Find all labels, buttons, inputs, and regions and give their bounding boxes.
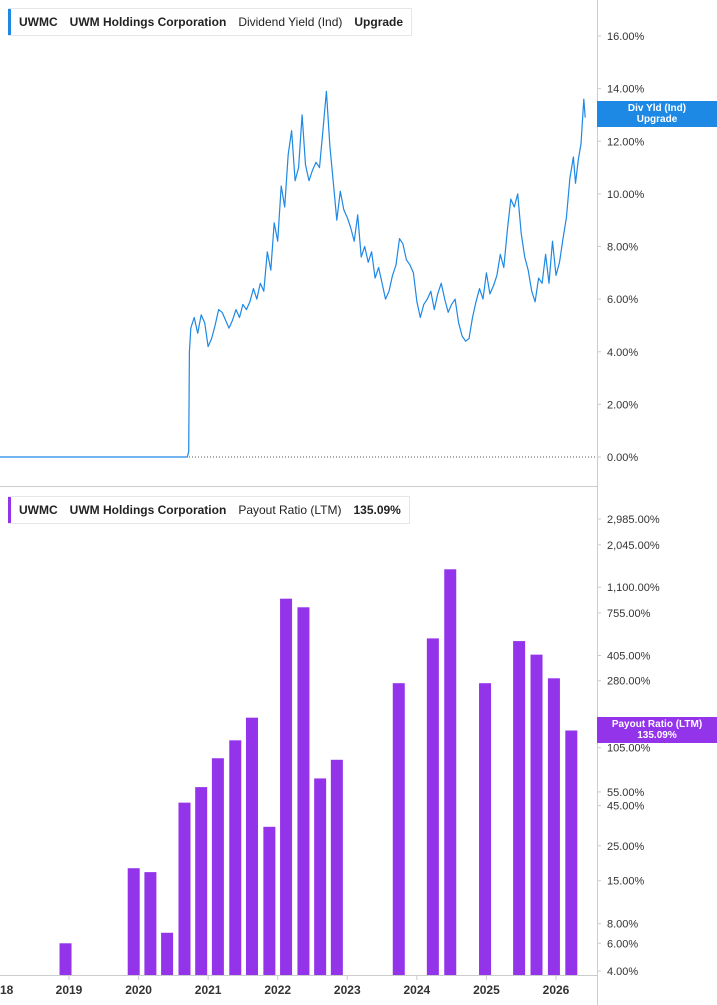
legend-metric: Dividend Yield (Ind)	[238, 15, 343, 29]
payout-ratio-bar	[178, 802, 191, 975]
payout-ratio-bar	[211, 758, 224, 975]
y-tick-label: 14.00%	[607, 84, 645, 96]
payout-ratio-bar	[392, 683, 405, 975]
payout-ratio-chart	[59, 569, 578, 975]
x-tick-label: 2019	[56, 983, 83, 997]
legend-company: UWM Holdings Corporation	[69, 503, 227, 517]
tag-label: Payout Ratio (LTM)	[611, 719, 703, 730]
y-tick-label: 280.00%	[607, 676, 651, 688]
x-tick-label: 2023	[334, 983, 361, 997]
y-tick-label: 2,985.00%	[607, 514, 660, 526]
legend-metric: Payout Ratio (LTM)	[238, 503, 342, 517]
payout-ratio-bar	[263, 826, 276, 975]
payout-ratio-bar	[444, 569, 457, 975]
payout-ratio-bar	[547, 678, 560, 975]
legend-value: Upgrade	[354, 15, 404, 29]
y-tick-label: 45.00%	[607, 801, 645, 813]
y-tick-label: 1,100.00%	[607, 582, 660, 594]
payout-ratio-bar	[280, 598, 293, 975]
legend-color-swatch	[8, 9, 11, 35]
x-tick-label: 2021	[195, 983, 222, 997]
x-tick-label: 2026	[543, 983, 570, 997]
payout-ratio-bar	[144, 872, 157, 975]
y-tick-label: 755.00%	[607, 608, 651, 620]
legend-company: UWM Holdings Corporation	[69, 15, 227, 29]
tag-label: Div Yld (Ind)	[627, 103, 687, 114]
payout-ratio-bar	[314, 778, 327, 975]
x-tick-label: 18	[0, 983, 14, 997]
y-tick-label: 8.00%	[607, 242, 638, 254]
payout-ratio-bar	[245, 717, 258, 975]
y-tick-label: 0.00%	[607, 452, 638, 464]
x-tick-label: 2025	[473, 983, 500, 997]
payout-ratio-bar	[330, 759, 343, 975]
legend-ticker: UWMC	[19, 15, 58, 29]
y-tick-label: 105.00%	[607, 743, 651, 755]
y-tick-label: 4.00%	[607, 966, 638, 978]
y-tick-label: 405.00%	[607, 650, 651, 662]
legend-color-swatch	[8, 497, 11, 523]
payout-ratio-bar	[426, 638, 439, 975]
y-tick-label: 6.00%	[607, 294, 638, 306]
y-tick-label: 2,045.00%	[607, 540, 660, 552]
y-tick-label: 6.00%	[607, 938, 638, 950]
payout-ratio-bar	[59, 943, 72, 975]
dividend-yield-series-line	[0, 90, 586, 458]
legend-ticker: UWMC	[19, 503, 58, 517]
payout-ratio-bar	[530, 654, 543, 975]
legend-dividend-yield[interactable]: UWMC UWM Holdings Corporation Dividend Y…	[8, 8, 413, 36]
y-tick-label: 12.00%	[607, 136, 645, 148]
y-tick-label: 25.00%	[607, 841, 645, 853]
y-tick-label: 4.00%	[607, 347, 638, 359]
y-tick-label: 15.00%	[607, 876, 645, 888]
payout-ratio-bar	[565, 730, 578, 975]
payout-ratio-bar	[479, 683, 492, 975]
x-tick-label: 2020	[125, 983, 152, 997]
current-value-tag-yield: Div Yld (Ind) Upgrade	[597, 101, 717, 127]
payout-ratio-bar	[195, 787, 208, 975]
payout-ratio-bar	[513, 641, 526, 975]
payout-ratio-bar	[127, 868, 140, 975]
payout-ratio-bar	[229, 740, 242, 975]
y-tick-label: 8.00%	[607, 919, 638, 931]
x-tick-label: 2024	[404, 983, 431, 997]
legend-payout-ratio[interactable]: UWMC UWM Holdings Corporation Payout Rat…	[8, 496, 410, 524]
legend-value: 135.09%	[353, 503, 401, 517]
current-value-tag-payout: Payout Ratio (LTM) 135.09%	[597, 717, 717, 743]
y-tick-label: 16.00%	[607, 31, 645, 43]
y-tick-label: 10.00%	[607, 189, 645, 201]
payout-ratio-bar	[161, 932, 174, 975]
y-tick-label: 55.00%	[607, 787, 645, 799]
dividend-yield-chart	[0, 90, 597, 458]
x-tick-label: 2022	[264, 983, 291, 997]
tag-value: 135.09%	[637, 730, 677, 741]
tag-value: Upgrade	[636, 114, 678, 125]
y-tick-label: 2.00%	[607, 399, 638, 411]
axes-layer: 0.00% 2.00% 4.00% 6.00% 8.00% 10.00% 12.00% 14.…	[0, 0, 660, 1005]
payout-ratio-bar	[297, 607, 310, 975]
